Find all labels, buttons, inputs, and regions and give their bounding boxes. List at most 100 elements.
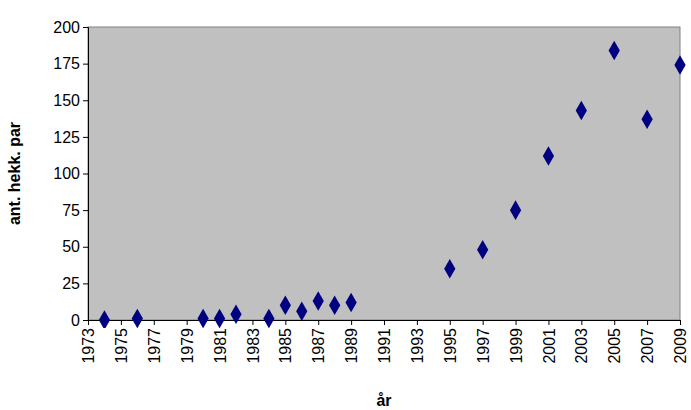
point (609, 41, 620, 61)
x-tick-label: 1991 (376, 328, 393, 364)
x-axis-line (89, 321, 681, 326)
x-tick-mark (318, 320, 319, 325)
point (543, 146, 554, 166)
point (444, 259, 455, 279)
x-tick-mark (680, 320, 681, 325)
x-tick: 1999 (508, 320, 525, 364)
x-tick: 1987 (310, 320, 327, 364)
y-tick: 50 (62, 238, 88, 255)
x-tick-label: 1987 (310, 328, 327, 364)
x-tick-label: 2003 (573, 328, 590, 364)
point (263, 309, 274, 328)
x-tick-mark (384, 320, 385, 325)
x-tick-mark (548, 320, 549, 325)
x-tick-mark (88, 320, 89, 325)
y-tick-label: 200 (53, 19, 80, 36)
x-tick: 1975 (113, 320, 130, 364)
y-tick-label: 50 (62, 238, 80, 255)
x-tick-label: 2009 (672, 328, 689, 364)
point (313, 291, 324, 311)
y-axis-title: ant. hekk. par (6, 122, 23, 225)
x-tick-label: 2007 (639, 328, 656, 364)
x-tick: 1983 (245, 320, 262, 364)
x-tick-mark (516, 320, 517, 325)
x-tick-label: 1975 (113, 328, 130, 364)
x-tick: 1997 (475, 320, 492, 364)
point (197, 309, 208, 328)
y-tick-mark (83, 247, 88, 248)
x-tick-label: 1979 (179, 328, 196, 364)
point (329, 296, 340, 316)
x-axis-title: år (376, 392, 391, 409)
x-tick-label: 1985 (277, 328, 294, 364)
x-tick-mark (121, 320, 122, 325)
x-tick: 1979 (179, 320, 196, 364)
point (296, 301, 307, 321)
x-tick: 2005 (606, 320, 623, 364)
y-tick: 150 (53, 92, 88, 109)
x-tick-label: 1973 (80, 328, 97, 364)
y-tick-label: 0 (71, 312, 80, 329)
x-tick-label: 1999 (508, 328, 525, 364)
x-tick-mark (647, 320, 648, 325)
x-tick-mark (187, 320, 188, 325)
point (132, 309, 143, 328)
x-tick: 1973 (80, 320, 97, 364)
point (280, 296, 291, 316)
x-tick: 2009 (672, 320, 689, 364)
point (477, 240, 488, 260)
x-tick-label: 1977 (146, 328, 163, 364)
marks (99, 41, 686, 328)
point (214, 309, 225, 328)
x-tick-mark (417, 320, 418, 325)
x-tick-label: 2001 (541, 328, 558, 364)
y-tick: 100 (53, 165, 88, 182)
x-tick-mark (285, 320, 286, 325)
y-axis: 0 25 50 75 100 125 150 175 200 (53, 19, 88, 329)
y-tick: 75 (62, 202, 88, 219)
x-tick: 1989 (343, 320, 360, 364)
y-tick-mark (83, 64, 88, 65)
x-tick-mark (581, 320, 582, 325)
plot: 0255075100125150175200197319751977197919… (53, 19, 689, 364)
x-tick-mark (483, 320, 484, 325)
x-tick: 1993 (409, 320, 426, 364)
point (674, 55, 685, 75)
point (230, 304, 241, 324)
point (99, 310, 110, 328)
x-tick-label: 1995 (442, 328, 459, 364)
y-tick-label: 100 (53, 165, 80, 182)
x-tick: 2003 (573, 320, 590, 364)
y-tick-label: 125 (53, 128, 80, 145)
y-tick: 25 (62, 275, 88, 292)
x-tick-label: 1981 (212, 328, 229, 364)
y-tick-mark (83, 100, 88, 101)
x-axis: 1973 1975 1977 1979 1981 1983 1985 1987 1989 1991… (80, 320, 689, 364)
y-tick-mark (83, 320, 88, 321)
y-tick-label: 25 (62, 275, 80, 292)
y-tick: 125 (53, 128, 88, 145)
plot-area (88, 27, 680, 320)
y-tick-mark (83, 27, 88, 28)
x-tick-mark (154, 320, 155, 325)
x-tick: 2007 (639, 320, 656, 364)
point (641, 110, 652, 130)
x-tick-label: 1993 (409, 328, 426, 364)
point (345, 293, 356, 313)
x-tick-label: 2005 (606, 328, 623, 364)
y-tick-label: 150 (53, 92, 80, 109)
x-tick-mark (450, 320, 451, 325)
y-tick: 175 (53, 55, 88, 72)
y-tick-label: 175 (53, 55, 80, 72)
x-tick-label: 1989 (343, 328, 360, 364)
x-tick: 1991 (376, 320, 393, 364)
y-tick-label: 75 (62, 202, 80, 219)
x-tick: 1985 (277, 320, 294, 364)
y-tick: 200 (53, 19, 88, 36)
y-tick-mark (83, 210, 88, 211)
chart: 0255075100125150175200197319751977197919… (0, 0, 691, 410)
y-tick: 0 (71, 312, 88, 329)
x-tick: 1977 (146, 320, 163, 364)
y-tick-mark (83, 137, 88, 138)
x-tick-mark (351, 320, 352, 325)
